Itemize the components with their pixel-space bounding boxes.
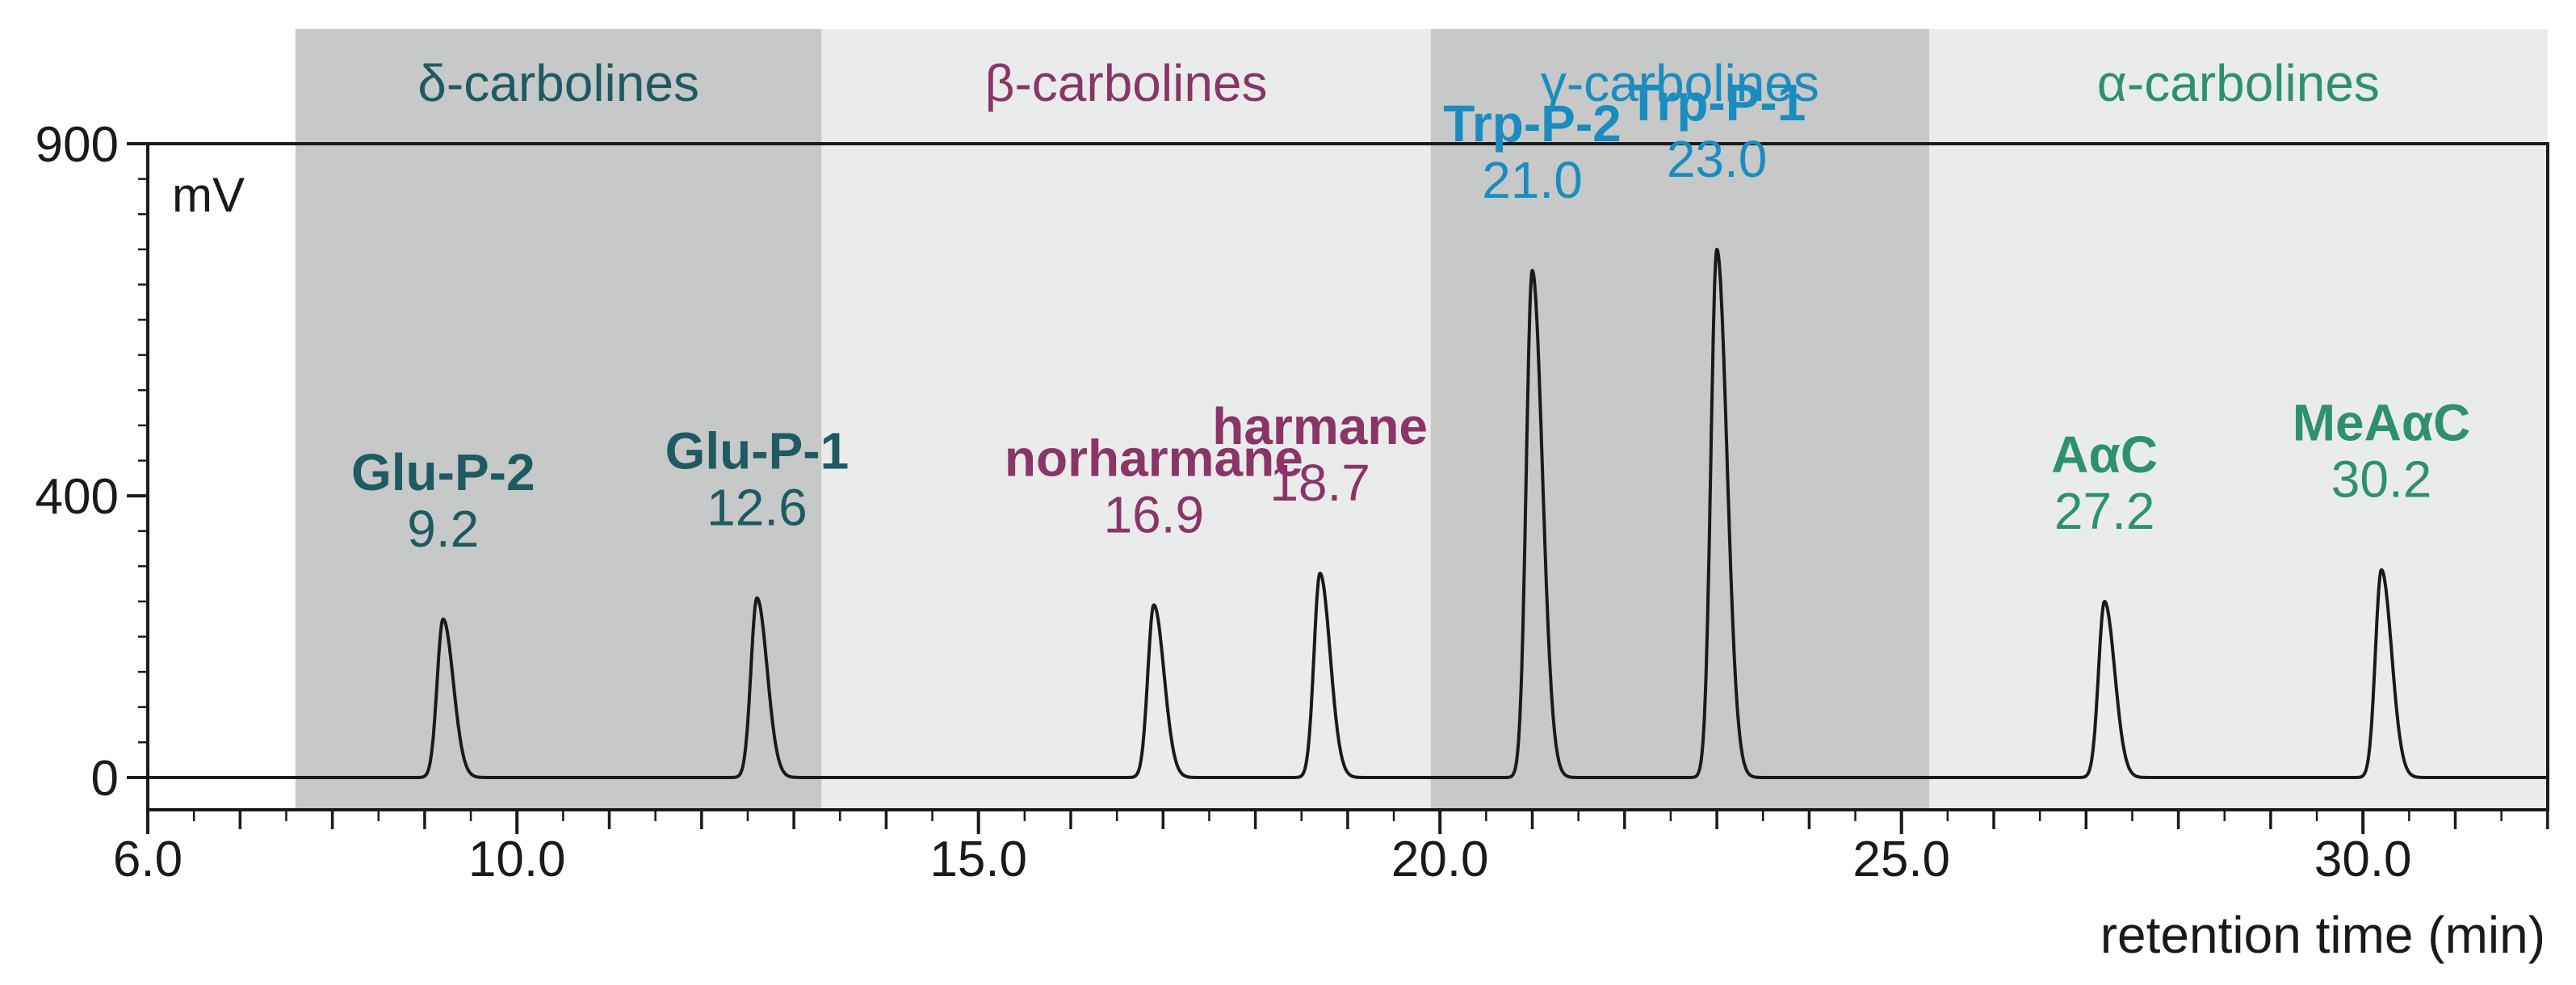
x-tick-label-2: 15.0 xyxy=(929,832,1027,887)
chromatogram-trace xyxy=(146,247,2549,779)
region-label-3: α-carbolines xyxy=(2097,54,2380,112)
x-tick-label-0: 6.0 xyxy=(113,832,183,887)
peak-name-0: Glu-P-2 xyxy=(351,443,535,501)
peak-name-1: Glu-P-1 xyxy=(665,422,850,480)
peak-apex-0 xyxy=(443,618,444,620)
x-axis: 6.0 10.0 15.0 20.0 25.0 30.0 xyxy=(113,808,2549,887)
region-band-0 xyxy=(295,29,822,810)
peak-labels: Glu-P-29.2 Glu-P-112.6 norharmane16.9harma… xyxy=(351,73,2470,558)
peak-name-5: Trp-P-1 xyxy=(1628,73,1806,132)
peak-apex-6 xyxy=(2104,601,2105,602)
peak-retention-2: 16.9 xyxy=(1104,485,1205,543)
region-band-1 xyxy=(821,29,1431,810)
trace-line xyxy=(146,247,2549,779)
peak-retention-5: 23.0 xyxy=(1667,130,1768,188)
x-tick-label-5: 30.0 xyxy=(2314,832,2412,887)
x-tick-label-1: 10.0 xyxy=(468,832,566,887)
peak-retention-0: 9.2 xyxy=(407,500,479,558)
peak-name-7: MeAαC xyxy=(2293,394,2471,452)
peak-name-3: harmane xyxy=(1212,397,1428,455)
region-label-2: γ-carbolines xyxy=(1541,54,1819,112)
x-axis-label: retention time (min) xyxy=(2100,906,2545,964)
region-labels: δ-carbolines β-carbolines γ-carbolines α-ca… xyxy=(417,54,2380,112)
peak-apex-7 xyxy=(2381,569,2382,571)
region-label-0: δ-carbolines xyxy=(417,54,699,112)
peak-apex-5 xyxy=(1716,249,1718,250)
peak-name-2: norharmane xyxy=(1005,429,1303,487)
y-axis: 0 400 900 xyxy=(36,117,148,807)
peak-retention-1: 12.6 xyxy=(707,479,808,537)
peak-retention-7: 30.2 xyxy=(2331,451,2432,509)
y-tick-label-2: 900 xyxy=(36,117,119,173)
y-tick-label-0: 0 xyxy=(91,751,119,807)
peak-apex-4 xyxy=(1532,270,1533,271)
peak-apex-2 xyxy=(1153,604,1155,606)
region-label-1: β-carbolines xyxy=(985,54,1268,112)
region-band-3 xyxy=(1928,29,2548,810)
y-tick-label-1: 400 xyxy=(36,469,119,525)
peak-name-6: AαC xyxy=(2051,425,2158,484)
peak-retention-4: 21.0 xyxy=(1482,151,1583,209)
peak-retention-6: 27.2 xyxy=(2054,482,2155,540)
region-band-2 xyxy=(1430,29,1929,810)
carboline-regions xyxy=(295,29,2548,810)
x-tick-label-4: 25.0 xyxy=(1852,832,1950,887)
peak-apex-3 xyxy=(1319,572,1321,574)
peak-name-4: Trp-P-2 xyxy=(1443,94,1621,153)
peak-apex-1 xyxy=(756,597,757,599)
peak-retention-3: 18.7 xyxy=(1269,454,1370,512)
x-tick-label-3: 20.0 xyxy=(1391,832,1489,887)
y-axis-label: mV xyxy=(172,168,245,222)
